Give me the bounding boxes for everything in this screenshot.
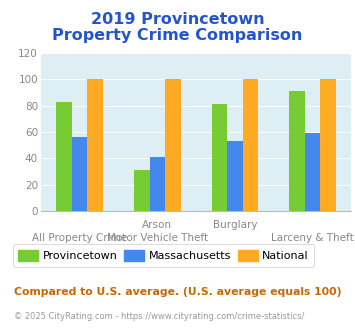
Bar — [212, 104, 227, 211]
Text: Arson: Arson — [142, 220, 172, 230]
Text: Motor Vehicle Theft: Motor Vehicle Theft — [107, 233, 208, 243]
Bar — [56, 102, 72, 211]
Legend: Provincetown, Massachusetts, National: Provincetown, Massachusetts, National — [13, 245, 314, 267]
Text: All Property Crime: All Property Crime — [32, 233, 127, 243]
Bar — [72, 137, 87, 211]
Bar — [165, 79, 181, 211]
Bar — [87, 79, 103, 211]
Text: 2019 Provincetown: 2019 Provincetown — [91, 12, 264, 26]
Bar — [227, 141, 243, 211]
Text: Property Crime Comparison: Property Crime Comparison — [52, 28, 303, 43]
Text: Compared to U.S. average. (U.S. average equals 100): Compared to U.S. average. (U.S. average … — [14, 287, 342, 297]
Bar — [320, 79, 336, 211]
Text: Larceny & Theft: Larceny & Theft — [271, 233, 354, 243]
Bar — [149, 157, 165, 211]
Bar — [289, 91, 305, 211]
Bar — [243, 79, 258, 211]
Text: Burglary: Burglary — [213, 220, 257, 230]
Text: © 2025 CityRating.com - https://www.cityrating.com/crime-statistics/: © 2025 CityRating.com - https://www.city… — [14, 312, 305, 321]
Bar — [134, 170, 149, 211]
Bar — [305, 133, 320, 211]
